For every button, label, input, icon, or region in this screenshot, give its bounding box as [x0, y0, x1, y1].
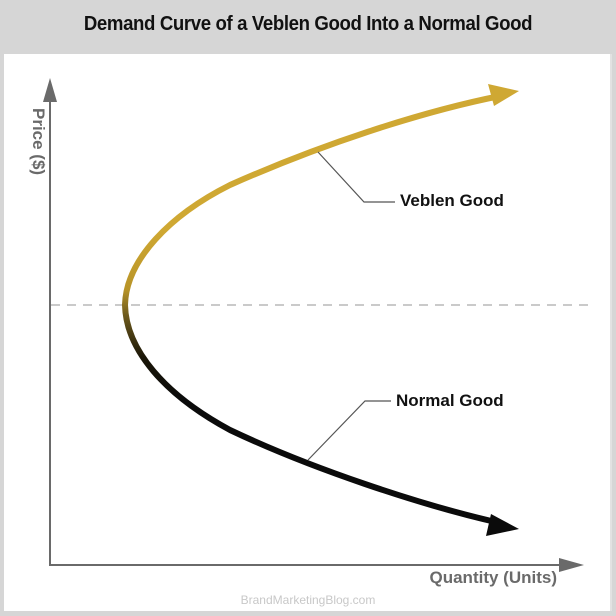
y-axis [43, 78, 57, 566]
x-axis-arrow-icon [559, 558, 584, 572]
watermark: BrandMarketingBlog.com [240, 593, 376, 607]
veblen-arrowhead-icon [488, 84, 519, 106]
x-axis [49, 558, 584, 572]
veblen-leader-line [317, 151, 395, 203]
chart-card [4, 54, 612, 611]
chart-title: Demand Curve of a Veblen Good Into a Nor… [83, 13, 533, 35]
veblen-good-label: Veblen Good [400, 191, 504, 210]
y-axis-label: Price ($) [29, 108, 48, 176]
demand-curve [121, 93, 501, 526]
normal-arrowhead-icon [486, 514, 519, 536]
normal-leader-line [307, 400, 391, 461]
normal-good-label: Normal Good [396, 391, 504, 410]
y-axis-arrow-icon [43, 78, 57, 102]
x-axis-label: Quantity (Units) [429, 568, 558, 587]
